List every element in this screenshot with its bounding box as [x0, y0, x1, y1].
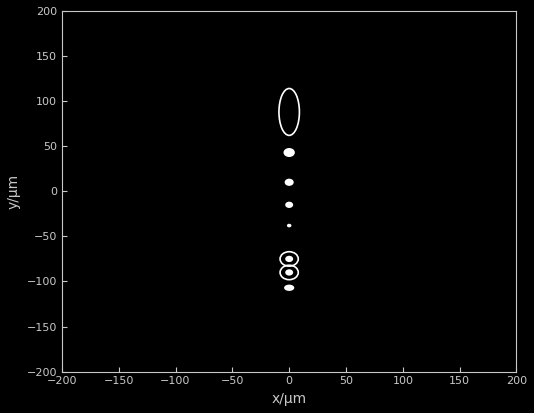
X-axis label: x/μm: x/μm [272, 392, 307, 406]
Ellipse shape [285, 179, 294, 186]
Ellipse shape [285, 256, 293, 262]
Ellipse shape [284, 148, 295, 157]
Y-axis label: y/μm: y/μm [7, 174, 21, 209]
Ellipse shape [284, 285, 294, 291]
Ellipse shape [285, 202, 293, 208]
Ellipse shape [287, 224, 292, 228]
Ellipse shape [285, 269, 293, 275]
